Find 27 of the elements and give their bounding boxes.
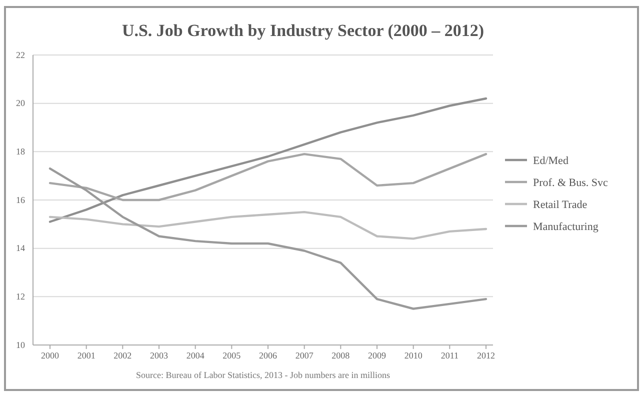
x-tick-label: 2011 <box>440 350 459 360</box>
x-tick-label: 2009 <box>368 350 386 360</box>
x-tick-label: 2010 <box>404 350 423 360</box>
y-tick-label: 12 <box>16 292 25 302</box>
x-tick-label: 2006 <box>259 350 278 360</box>
x-tick-label: 2012 <box>477 350 495 360</box>
x-tick-label: 2003 <box>150 350 168 360</box>
y-tick-label: 22 <box>16 50 25 60</box>
y-tick-label: 18 <box>16 146 26 157</box>
x-tick-label: 2002 <box>114 350 132 360</box>
line-series <box>48 210 488 240</box>
y-tick-label: 14 <box>16 243 26 254</box>
source-note: Source: Bureau of Labor Statistics, 2013 - Job numbers are in millions <box>136 370 390 380</box>
legend-label: Ed/Med <box>533 154 569 167</box>
y-tick-label: 10 <box>16 340 26 350</box>
x-tick-label: 2001 <box>77 350 96 360</box>
y-tick-label: 16 <box>16 194 26 205</box>
legend-label: Prof. & Bus. Svc <box>533 176 608 189</box>
x-tick-label: 2008 <box>332 350 350 360</box>
x-tick-label: 2005 <box>222 350 242 360</box>
legend-label: Retail Trade <box>533 198 588 211</box>
x-tick-label: 2004 <box>186 350 205 360</box>
chart-title: U.S. Job Growth by Industry Sector (2000 – 2012) <box>122 21 484 40</box>
legend-label: Manufacturing <box>533 220 599 233</box>
x-tick-label: 2007 <box>295 350 314 360</box>
y-tick-label: 20 <box>16 98 26 108</box>
x-tick-label: 2000 <box>41 350 60 360</box>
